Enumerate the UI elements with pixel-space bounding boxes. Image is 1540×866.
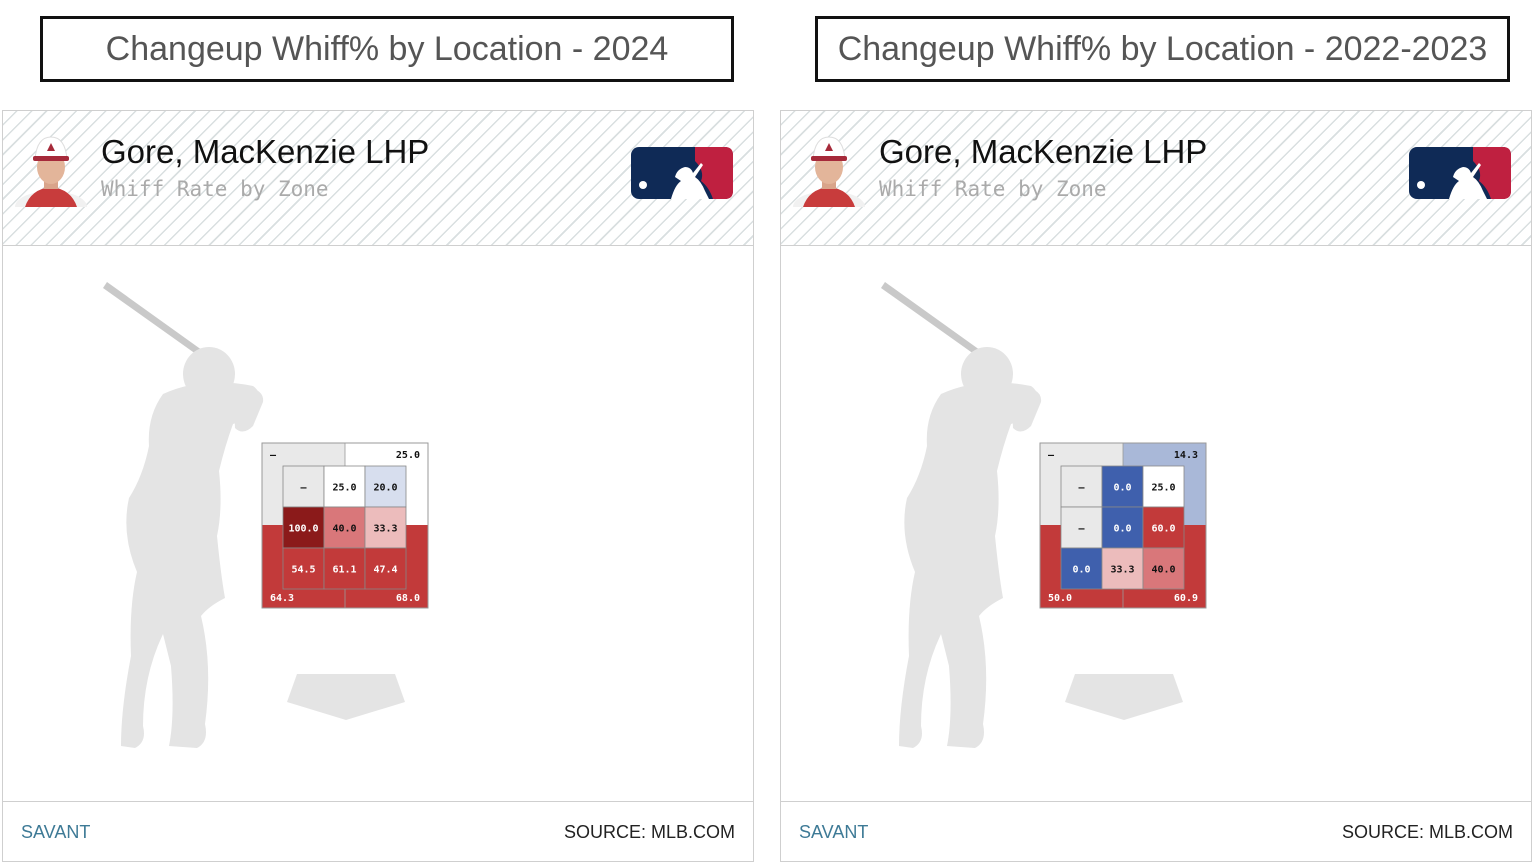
zone-14-label: 68.0 (396, 593, 420, 604)
card-header: Gore, MacKenzie LHP Whiff Rate by Zone (781, 111, 1531, 246)
savant-brand: SAVANT (21, 822, 91, 842)
zone-grid: – 0.0 25.0 – 0.0 60.0 0.0 33.3 40.0 – 14.3 50.0 60.9 (1039, 442, 1207, 609)
zone-7-cell (1060, 547, 1103, 590)
zone-chart-area: – 0.0 25.0 – 0.0 60.0 0.0 33.3 40.0 – 14.3 50.0 60.9 (781, 246, 1531, 801)
zone-3-cell (1142, 465, 1185, 508)
zone-11-label: – (270, 450, 277, 461)
zone-4-label: – (1078, 524, 1085, 535)
zone-8-label: 61.1 (332, 565, 356, 576)
zone-2-label: 25.0 (332, 483, 356, 494)
zone-5-cell (1101, 506, 1144, 549)
zone-13-label: 50.0 (1048, 593, 1072, 604)
zone-8-label: 33.3 (1110, 565, 1134, 576)
zone-9-cell (364, 547, 407, 590)
zone-6-label: 33.3 (373, 524, 397, 535)
zone-5-label: 40.0 (332, 524, 356, 535)
zone-7-cell (282, 547, 325, 590)
home-plate-icon (1065, 674, 1183, 720)
mlb-logo-icon (1409, 147, 1511, 199)
zone-outline (1039, 442, 1207, 609)
zone-grid: – 25.0 20.0 100.0 40.0 33.3 54.5 61.1 47.4 – 25.0 6… (261, 442, 429, 609)
zone-11-label: – (1048, 450, 1055, 461)
savant-brand: SAVANT (799, 822, 869, 842)
zone-9-cell (1142, 547, 1185, 590)
zone-1-label: – (300, 483, 307, 494)
zone-7-label: 0.0 (1072, 565, 1090, 576)
home-plate-icon (287, 674, 405, 720)
zone-4-label: 100.0 (288, 524, 318, 535)
source-label: SOURCE: MLB.COM (563, 822, 735, 842)
zone-14-label: 60.9 (1174, 593, 1198, 604)
card-header: Gore, MacKenzie LHP Whiff Rate by Zone (3, 111, 753, 246)
zone-1-cell (1060, 465, 1103, 508)
zone-7-label: 54.5 (291, 565, 315, 576)
zone-3-cell (364, 465, 407, 508)
player-headshot-icon (15, 136, 87, 207)
zone-chart-area: – 25.0 20.0 100.0 40.0 33.3 54.5 61.1 47.4 – 25.0 6… (3, 246, 753, 801)
chart-title-left: Changeup Whiff% by Location - 2024 (40, 16, 734, 82)
zone-3-label: 25.0 (1151, 483, 1175, 494)
card-subtitle: Whiff Rate by Zone (101, 177, 329, 201)
strike-zone-chart: – 25.0 20.0 100.0 40.0 33.3 54.5 61.1 47.4 – 25.0 6… (103, 282, 429, 748)
mlb-logo-icon (631, 147, 733, 199)
player-headshot-icon (793, 136, 865, 207)
savant-card-2022-2023: Gore, MacKenzie LHP Whiff Rate by Zone –… (780, 110, 1532, 862)
zone-1-label: – (1078, 483, 1085, 494)
source-label: SOURCE: MLB.COM (1341, 822, 1513, 842)
batter-silhouette-icon (881, 282, 1042, 748)
player-name: Gore, MacKenzie LHP (879, 133, 1208, 170)
zone-1-cell (282, 465, 325, 508)
zone-6-cell (364, 506, 407, 549)
card-footer: SAVANT SOURCE: MLB.COM (781, 801, 1531, 861)
zone-outline (261, 442, 429, 609)
zone-5-cell (323, 506, 366, 549)
savant-card-2024: Gore, MacKenzie LHP Whiff Rate by Zone –… (2, 110, 754, 862)
zone-2-label: 0.0 (1113, 483, 1131, 494)
zone-9-label: 47.4 (373, 565, 397, 576)
zone-12-label: 14.3 (1174, 450, 1198, 461)
chart-title-right: Changeup Whiff% by Location - 2022-2023 (815, 16, 1510, 82)
zone-3-label: 20.0 (373, 483, 397, 494)
zone-13-label: 64.3 (270, 593, 294, 604)
player-name: Gore, MacKenzie LHP (101, 133, 430, 170)
zone-5-label: 0.0 (1113, 524, 1131, 535)
strike-zone-chart: – 0.0 25.0 – 0.0 60.0 0.0 33.3 40.0 – 14.3 50.0 60.9 (881, 282, 1207, 748)
card-footer: SAVANT SOURCE: MLB.COM (3, 801, 753, 861)
zone-6-label: 60.0 (1151, 524, 1175, 535)
batter-silhouette-icon (103, 282, 264, 748)
zone-8-cell (1101, 547, 1144, 590)
zone-12-label: 25.0 (396, 450, 420, 461)
zone-9-label: 40.0 (1151, 565, 1175, 576)
card-subtitle: Whiff Rate by Zone (879, 177, 1107, 201)
